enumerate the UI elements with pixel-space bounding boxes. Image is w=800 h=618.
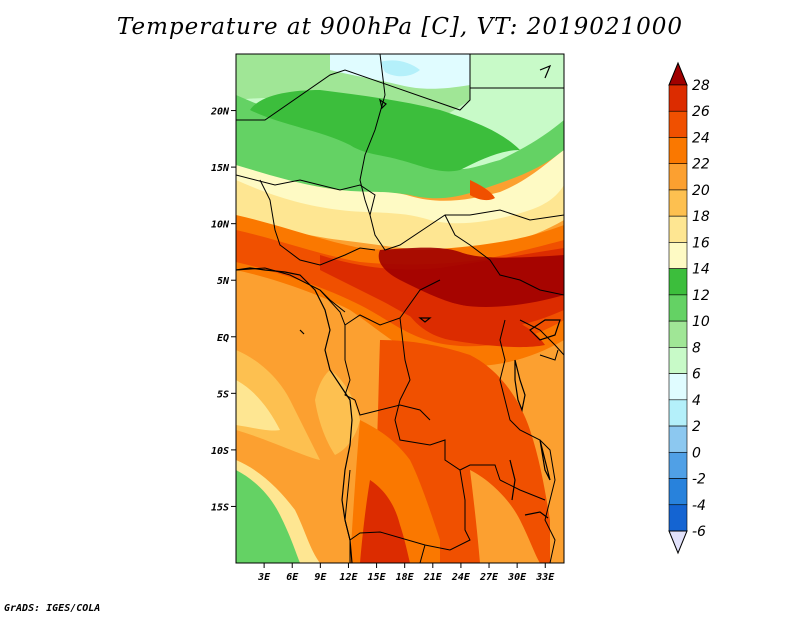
x-tick-label: 33E: [535, 572, 555, 583]
colorbar-label: 22: [692, 157, 710, 173]
colorbar-segment: [668, 294, 688, 322]
map-frame: [235, 53, 565, 564]
colorbar-label: 14: [692, 262, 710, 278]
x-tick-label: 12E: [339, 572, 358, 583]
colorbar-label: 10: [692, 314, 710, 330]
colorbar-label: -4: [692, 498, 706, 514]
colorbar-label: 2: [692, 419, 701, 435]
colorbar-segment: [668, 320, 688, 348]
country-borders: [236, 54, 564, 563]
x-tick-label: 30E: [507, 572, 527, 583]
y-tick-label: 5S: [217, 389, 229, 400]
colorbar-segment: [668, 110, 688, 138]
temperature-field: [236, 54, 564, 563]
x-tick-label: 6E: [286, 572, 299, 583]
x-axis-ticks: 3E 6E 9E 12E 15E 18E 21E 24E 27E 30E 33E: [257, 563, 555, 583]
colorbar-label: 6: [692, 367, 701, 383]
colorbar-segment: [668, 399, 688, 427]
y-tick-label: 10S: [211, 446, 229, 457]
colorbar-segment: [668, 373, 688, 401]
colorbar-label: 20: [692, 183, 710, 199]
colorbar-label: 24: [692, 130, 710, 146]
colorbar-segment: [668, 137, 688, 165]
x-tick-label: 21E: [423, 572, 443, 583]
y-tick-label: 20N: [210, 107, 230, 118]
map-title: Temperature at 900hPa [C], VT: 201902100…: [116, 14, 684, 40]
colorbar-label: 4: [692, 393, 701, 409]
x-tick-label: 3E: [257, 572, 271, 583]
colorbar-segment: [668, 478, 688, 506]
colorbar-segment: [668, 425, 688, 453]
colorbar-bottom-arrow: [668, 530, 688, 555]
y-tick-label: EQ: [217, 333, 229, 344]
colorbar-segment: [668, 215, 688, 243]
grads-credit: GrADS: IGES/COLA: [4, 603, 101, 614]
x-tick-label: 24E: [451, 572, 471, 583]
colorbar-segment: [668, 504, 688, 532]
colorbar-segment: [668, 268, 688, 296]
colorbar-label: 28: [692, 78, 710, 94]
colorbar-segment: [668, 189, 688, 217]
colorbar-segment: [668, 242, 688, 269]
x-tick-label: 15E: [368, 572, 387, 583]
colorbar-top-arrow: [668, 61, 688, 86]
colorbar-label: 16: [692, 235, 710, 251]
colorbar-label: 18: [692, 209, 710, 225]
y-tick-label: 5N: [217, 276, 230, 287]
colorbar-segment: [668, 163, 688, 191]
x-tick-label: 18E: [396, 572, 415, 583]
coastlines-lakes: [236, 64, 561, 563]
colorbar-label: -2: [692, 472, 706, 488]
colorbar-label: -6: [692, 524, 706, 540]
colorbar-segment: [668, 84, 688, 112]
x-tick-label: 27E: [479, 572, 499, 583]
x-tick-label: 9E: [314, 572, 327, 583]
colorbar-label: 8: [692, 340, 701, 356]
colorbar-label: 12: [692, 288, 710, 304]
colorbar-label: 0: [692, 445, 701, 461]
colorbar-segment: [668, 347, 688, 374]
colorbar-segment: [668, 451, 688, 479]
y-tick-label: 10N: [211, 220, 230, 231]
y-tick-label: 15S: [211, 502, 229, 513]
y-tick-label: 15N: [211, 163, 230, 174]
y-axis-ticks: 20N 15N 10N 5N EQ 5S 10S 15S: [210, 107, 236, 513]
colorbar-label: 26: [692, 104, 710, 120]
